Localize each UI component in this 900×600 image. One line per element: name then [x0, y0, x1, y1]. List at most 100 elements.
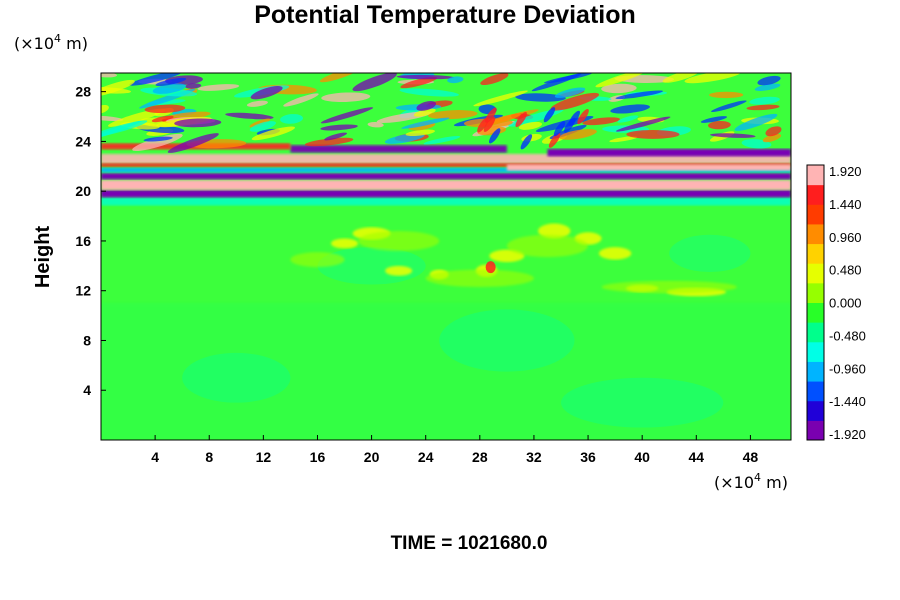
x-tick-label: 28	[472, 449, 488, 465]
field-wave	[197, 84, 240, 91]
field-band	[101, 179, 791, 190]
field-wave	[485, 107, 497, 123]
y-unit-label: (×104 m)	[14, 32, 88, 53]
y-unit-suffix: m)	[61, 34, 88, 53]
field-wave	[709, 91, 744, 99]
field-wave	[746, 104, 780, 111]
field-wave	[144, 104, 186, 114]
field-wave	[518, 121, 543, 130]
x-tick-label: 32	[526, 449, 542, 465]
x-tick-label: 48	[743, 449, 759, 465]
field-patch	[290, 252, 345, 268]
field-wave	[225, 112, 274, 120]
field-wave	[550, 92, 600, 111]
field-patch	[439, 309, 575, 372]
colorbar-tick-label: 0.480	[829, 263, 862, 278]
field-wave	[396, 74, 454, 80]
field-band	[101, 173, 791, 180]
field-wave	[423, 136, 461, 145]
field-wave	[129, 73, 183, 86]
field-wave	[615, 116, 671, 132]
field-wave	[155, 77, 187, 87]
field-wave	[480, 73, 509, 86]
field-wave	[251, 126, 295, 141]
x-axis-ticks: 4 8 12 16 20 24 28 32 36 40 44 48	[151, 435, 758, 465]
plot-frame	[100, 72, 792, 441]
field-wave	[617, 115, 639, 123]
field-wave	[108, 108, 166, 127]
field-wave	[174, 118, 222, 128]
field-wave	[416, 101, 437, 111]
field-wave	[615, 90, 663, 100]
colorbar-tick-label: 0.000	[829, 296, 862, 311]
field-patch	[331, 238, 359, 249]
field-wave	[757, 75, 781, 86]
chart-title: Potential Temperature Deviation	[254, 1, 636, 29]
colorbar-swatch	[807, 302, 824, 323]
y-tick-label: 8	[83, 332, 91, 348]
colorbar-swatch	[807, 322, 824, 343]
field-wave	[413, 108, 436, 117]
field-wave	[595, 73, 647, 88]
field-wave	[249, 121, 277, 132]
field-wave	[488, 128, 501, 144]
colorbar-swatch	[807, 361, 824, 382]
heatmap-field	[101, 73, 791, 440]
field-patch	[182, 352, 291, 403]
field-wave	[101, 115, 124, 122]
field-wave	[601, 83, 637, 94]
x-unit-suffix: m)	[761, 473, 788, 492]
field-wave	[515, 111, 527, 128]
field-wave	[321, 92, 371, 103]
colorbar-swatch	[807, 400, 824, 421]
x-tick-label: 24	[418, 449, 434, 465]
colorbar-tick-label: -0.960	[829, 361, 866, 376]
field-wave	[249, 118, 271, 128]
field-patch	[385, 265, 413, 276]
colorbar-tick-label: 1.920	[829, 164, 862, 179]
y-axis-label: Height	[32, 226, 54, 289]
field-wave	[250, 86, 283, 100]
colorbar-tick-label: -1.440	[829, 394, 866, 409]
field-band	[101, 163, 791, 167]
field-wave	[711, 100, 747, 113]
y-tick-label: 28	[75, 84, 91, 100]
field-band	[101, 189, 791, 198]
y-axis-ticks: 4 8 12 16 20 24 28	[75, 84, 106, 398]
field-wave	[320, 107, 374, 124]
field-wave	[483, 116, 496, 132]
field-patch	[425, 269, 534, 287]
field-wave	[101, 120, 148, 138]
field-wave	[543, 73, 593, 84]
field-wave	[762, 133, 782, 143]
field-wave	[151, 115, 174, 123]
field-wave	[367, 121, 384, 128]
field-wave	[246, 100, 268, 107]
field-wave	[610, 104, 650, 114]
colorbar	[806, 164, 825, 441]
colorbar-swatch	[807, 341, 824, 362]
field-wave	[520, 134, 533, 150]
colorbar-tick-label: 0.960	[829, 230, 862, 245]
field-wave	[626, 129, 680, 139]
field-wave	[559, 129, 597, 140]
colorbar-frame	[806, 164, 825, 441]
heatmap-plot-area	[101, 73, 791, 440]
y-tick-label: 16	[75, 233, 91, 249]
x-unit-prefix: (×10	[714, 473, 754, 492]
colorbar-swatch	[807, 263, 824, 284]
colorbar-swatch	[807, 282, 824, 303]
field-wave	[568, 110, 580, 126]
field-band	[101, 153, 791, 164]
field-patch	[598, 247, 632, 260]
field-wave	[543, 107, 556, 123]
field-wave	[428, 110, 478, 120]
colorbar-swatch	[807, 243, 824, 264]
x-tick-label: 20	[364, 449, 380, 465]
x-tick-label: 44	[689, 449, 705, 465]
field-band	[547, 148, 791, 157]
field-wave	[548, 132, 561, 148]
colorbar-swatch	[807, 204, 824, 225]
colorbar-labels: 1.920 1.440 0.960 0.480 0.000 -0.480 -0.960 -1.…	[829, 164, 866, 442]
